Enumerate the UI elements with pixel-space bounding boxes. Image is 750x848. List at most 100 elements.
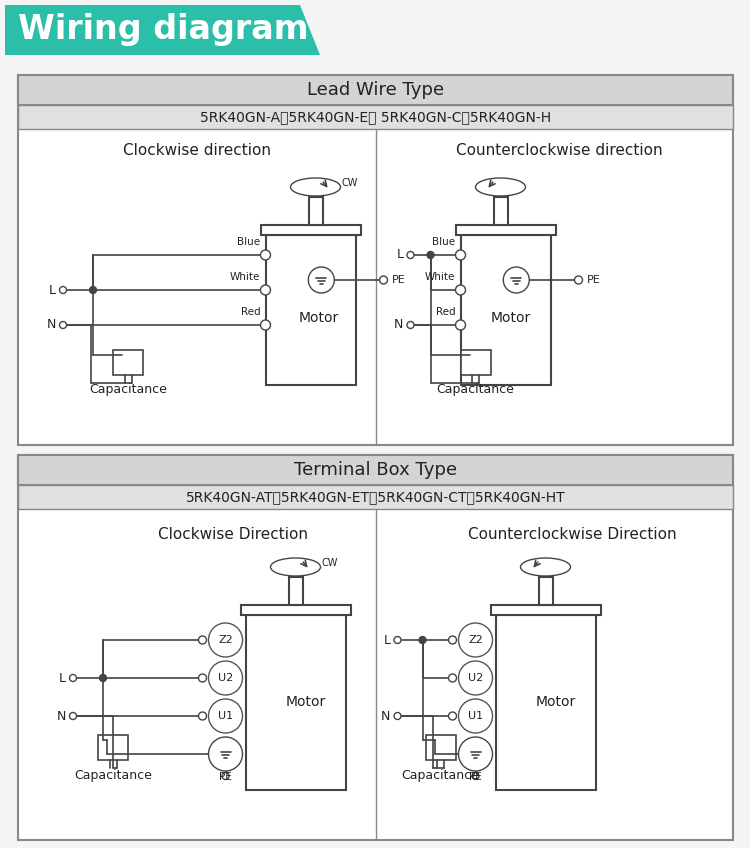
Polygon shape (5, 5, 320, 55)
Text: Terminal Box Type: Terminal Box Type (294, 461, 457, 479)
Text: N: N (394, 319, 404, 332)
Bar (18, 105, 733, 129)
Text: Capacitance: Capacitance (89, 383, 167, 397)
Circle shape (100, 674, 106, 682)
Text: Capacitance: Capacitance (401, 768, 479, 782)
Text: U1: U1 (218, 711, 233, 721)
Circle shape (199, 712, 206, 720)
Bar (113, 350, 143, 375)
Text: White: White (230, 272, 260, 282)
Bar (496, 615, 596, 790)
Circle shape (427, 252, 434, 259)
Text: PE: PE (586, 275, 600, 285)
Circle shape (59, 321, 67, 328)
Circle shape (455, 250, 466, 260)
Bar (490, 605, 601, 615)
Text: Wiring diagram: Wiring diagram (18, 14, 308, 47)
Text: Red: Red (241, 307, 260, 317)
Circle shape (209, 661, 242, 695)
Circle shape (222, 773, 229, 779)
Circle shape (394, 712, 401, 719)
Circle shape (448, 712, 457, 720)
Text: White: White (425, 272, 455, 282)
Circle shape (574, 276, 583, 284)
Text: CW: CW (341, 178, 358, 188)
Bar (538, 577, 553, 605)
Text: U1: U1 (468, 711, 483, 721)
Bar (98, 735, 128, 760)
Text: Blue: Blue (237, 237, 260, 247)
Text: Motor: Motor (298, 310, 339, 325)
Bar (18, 455, 733, 840)
Text: 5RK40GN-A、5RK40GN-E、 5RK40GN-C、5RK40GN-H: 5RK40GN-A、5RK40GN-E、 5RK40GN-C、5RK40GN-H (200, 110, 551, 124)
Bar (245, 615, 346, 790)
Text: Counterclockwise Direction: Counterclockwise Direction (468, 527, 676, 542)
Circle shape (89, 287, 97, 293)
Text: N: N (46, 319, 56, 332)
Text: Motor: Motor (536, 695, 576, 710)
Circle shape (472, 773, 479, 779)
Text: PE: PE (470, 772, 482, 782)
Text: U2: U2 (468, 673, 483, 683)
Text: U2: U2 (217, 673, 233, 683)
Text: Clockwise direction: Clockwise direction (123, 143, 271, 158)
Text: Z2: Z2 (468, 635, 483, 645)
Text: PE: PE (392, 275, 405, 285)
Circle shape (448, 636, 457, 644)
Text: Z2: Z2 (218, 635, 232, 645)
Bar (260, 225, 361, 235)
Circle shape (59, 287, 67, 293)
Bar (266, 235, 356, 385)
Circle shape (458, 737, 493, 771)
Text: L: L (383, 633, 391, 646)
Circle shape (199, 636, 206, 644)
Text: Motor: Motor (285, 695, 326, 710)
Text: Blue: Blue (432, 237, 455, 247)
Text: Lead Wire Type: Lead Wire Type (307, 81, 444, 99)
Ellipse shape (271, 558, 320, 576)
Bar (494, 197, 508, 225)
Text: N: N (381, 710, 391, 722)
Text: 5RK40GN-AT、5RK40GN-ET、5RK40GN-CT、5RK40GN-HT: 5RK40GN-AT、5RK40GN-ET、5RK40GN-CT、5RK40GN… (186, 490, 566, 504)
Text: L: L (397, 248, 404, 261)
Circle shape (209, 623, 242, 657)
Bar (18, 75, 733, 105)
Bar (460, 235, 550, 385)
Text: L: L (59, 672, 66, 684)
Circle shape (458, 623, 493, 657)
Circle shape (419, 637, 426, 644)
Circle shape (70, 712, 76, 719)
Circle shape (308, 267, 334, 293)
Circle shape (458, 699, 493, 733)
Bar (425, 735, 455, 760)
Ellipse shape (520, 558, 571, 576)
Circle shape (407, 321, 414, 328)
Circle shape (209, 737, 242, 771)
Bar (18, 485, 733, 509)
Text: CW: CW (322, 558, 338, 568)
Bar (18, 75, 733, 445)
Text: Red: Red (436, 307, 455, 317)
Text: Counterclockwise direction: Counterclockwise direction (456, 143, 662, 158)
Bar (460, 350, 490, 375)
Text: N: N (57, 710, 66, 722)
Text: Clockwise Direction: Clockwise Direction (158, 527, 308, 542)
Circle shape (380, 276, 388, 284)
Circle shape (209, 699, 242, 733)
Circle shape (260, 250, 271, 260)
Circle shape (407, 252, 414, 259)
Circle shape (455, 320, 466, 330)
Circle shape (448, 674, 457, 682)
Text: Capacitance: Capacitance (436, 383, 514, 397)
Text: Motor: Motor (490, 310, 531, 325)
Ellipse shape (476, 178, 526, 196)
Text: PE: PE (219, 772, 232, 782)
Circle shape (199, 674, 206, 682)
Circle shape (458, 661, 493, 695)
Circle shape (503, 267, 530, 293)
Bar (18, 455, 733, 485)
Circle shape (70, 674, 76, 682)
Bar (241, 605, 350, 615)
Bar (289, 577, 302, 605)
Circle shape (260, 285, 271, 295)
